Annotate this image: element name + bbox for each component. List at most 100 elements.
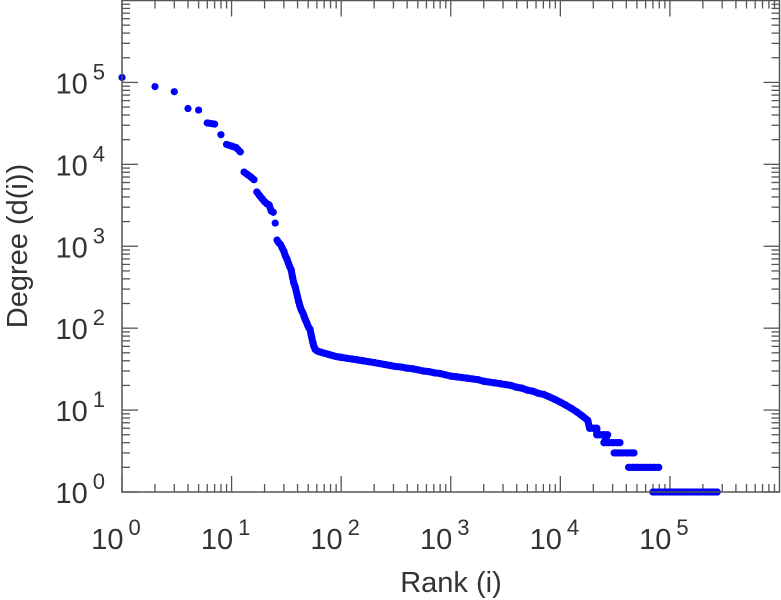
data-point xyxy=(545,393,553,401)
data-point xyxy=(342,354,351,362)
data-point xyxy=(217,131,225,139)
data-point xyxy=(512,383,521,391)
tick-exponent: 2 xyxy=(348,515,360,540)
data-point xyxy=(480,377,488,385)
data-point xyxy=(414,366,422,374)
data-point xyxy=(292,287,300,296)
data-point xyxy=(474,376,482,384)
x-tick-label: 10 2 xyxy=(310,515,360,556)
data-point xyxy=(490,379,499,387)
data-point xyxy=(271,219,279,227)
tick-base: 10 xyxy=(55,68,87,100)
data-point xyxy=(386,361,395,370)
tick-base: 10 xyxy=(55,232,87,264)
data-point xyxy=(469,375,477,383)
x-tick-label: 10 0 xyxy=(91,515,141,556)
tick-base: 10 xyxy=(639,524,671,556)
data-point xyxy=(337,353,345,361)
tick-exponent: 4 xyxy=(567,515,579,540)
plot-frame xyxy=(121,0,781,493)
data-point xyxy=(655,463,663,471)
data-point xyxy=(151,82,159,91)
data-point xyxy=(419,367,427,375)
y-tick-label: 10 5 xyxy=(55,59,105,100)
y-tick-label: 10 2 xyxy=(55,305,105,346)
data-point xyxy=(365,358,373,366)
data-point xyxy=(616,439,624,447)
data-point xyxy=(194,106,203,114)
tick-exponent: 3 xyxy=(457,515,469,540)
tick-exponent: 1 xyxy=(238,515,250,540)
data-point xyxy=(556,398,564,406)
data-point xyxy=(518,384,526,392)
tick-base: 10 xyxy=(55,150,87,182)
data-point xyxy=(562,401,570,409)
data-point xyxy=(540,390,548,399)
data-point xyxy=(269,208,277,216)
tick-exponent: 0 xyxy=(129,515,141,540)
axis-ticks xyxy=(121,0,780,493)
data-point xyxy=(630,449,638,457)
tick-base: 10 xyxy=(201,524,233,556)
tick-base: 10 xyxy=(55,478,87,510)
data-point xyxy=(501,380,510,389)
x-tick-label: 10 1 xyxy=(201,515,251,556)
data-point xyxy=(211,120,219,128)
data-point xyxy=(496,380,504,388)
data-point xyxy=(447,372,455,380)
tick-exponent: 5 xyxy=(93,59,105,84)
data-point xyxy=(403,364,411,372)
data-point xyxy=(567,404,575,412)
tick-exponent: 4 xyxy=(93,141,105,166)
x-tick-labels: 10 0 10 1 10 2 10 3 10 4 10 5 xyxy=(91,515,688,556)
data-point xyxy=(359,357,367,365)
data-point xyxy=(265,201,273,209)
data-point xyxy=(250,176,258,184)
data-point xyxy=(397,363,406,371)
data-point xyxy=(381,360,389,369)
data-point xyxy=(604,431,612,439)
data-point xyxy=(436,369,444,378)
data-point xyxy=(425,367,433,376)
data-point xyxy=(170,88,178,96)
y-tick-label: 10 3 xyxy=(55,223,105,264)
tick-base: 10 xyxy=(530,524,562,556)
tick-base: 10 xyxy=(91,524,123,556)
data-point xyxy=(408,365,417,373)
data-point xyxy=(370,358,378,367)
data-point xyxy=(184,104,192,113)
x-tick-label: 10 4 xyxy=(530,515,580,556)
tick-exponent: 3 xyxy=(93,223,105,248)
data-point xyxy=(573,408,581,416)
data-point xyxy=(203,119,211,127)
x-axis-title: Rank (i) xyxy=(400,567,502,599)
data-points xyxy=(118,73,721,496)
y-tick-label: 10 1 xyxy=(55,387,105,428)
data-point xyxy=(463,374,471,382)
x-tick-label: 10 5 xyxy=(639,515,689,556)
data-point xyxy=(578,412,586,420)
data-point xyxy=(584,416,592,424)
tick-exponent: 2 xyxy=(93,305,105,330)
data-point xyxy=(236,148,244,156)
data-point xyxy=(529,387,537,395)
data-point xyxy=(392,362,400,371)
data-point xyxy=(452,373,460,381)
data-point xyxy=(353,356,362,364)
data-point xyxy=(507,381,515,390)
tick-base: 10 xyxy=(420,524,452,556)
tick-exponent: 0 xyxy=(93,469,105,494)
data-point xyxy=(375,359,384,368)
y-axis-title: Degree (d(i)) xyxy=(2,164,34,328)
tick-exponent: 1 xyxy=(93,387,105,412)
data-point xyxy=(348,355,356,363)
data-point xyxy=(523,386,532,394)
data-point xyxy=(458,373,466,382)
data-point xyxy=(534,389,543,397)
tick-base: 10 xyxy=(55,396,87,428)
x-tick-label: 10 3 xyxy=(420,515,470,556)
tick-exponent: 5 xyxy=(676,515,688,540)
tick-base: 10 xyxy=(55,314,87,346)
